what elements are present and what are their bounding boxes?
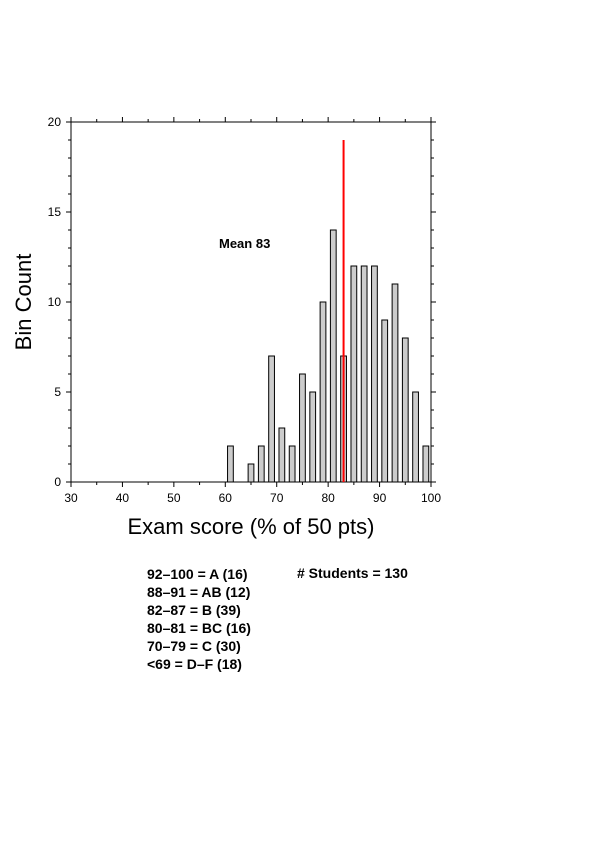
bar-71 [278,427,286,483]
x-tick-label-80: 80 [321,491,335,505]
bar-79 [319,301,327,483]
student-count: # Students = 130 [297,565,408,581]
y-tick-label-10: 10 [48,295,62,309]
bar-95 [401,337,409,483]
grade-line-df: <69 = D–F (18) [147,656,242,672]
bar-93 [391,283,399,483]
major-ticks [66,117,436,487]
bar-73 [288,445,296,483]
x-axis-title: Exam score (% of 50 pts) [128,514,375,539]
y-tick-label-15: 15 [48,205,62,219]
bar-91 [381,319,389,483]
bars [227,229,430,483]
bar-97 [412,391,419,483]
grade-line-ab: 88–91 = AB (12) [147,584,251,600]
grade-line-c: 70–79 = C (30) [147,638,241,654]
grade-line-b: 82–87 = B (39) [147,602,241,618]
grade-line-a: 92–100 = A (16) [147,566,248,582]
bar-89 [371,265,378,483]
x-tick-label-60: 60 [219,491,233,505]
x-tick-label-40: 40 [116,491,130,505]
x-tick-label-100: 100 [421,491,441,505]
y-tick-label-0: 0 [54,475,61,489]
y-tick-label-5: 5 [54,385,61,399]
x-tick-labels: 30 40 50 60 70 80 90 100 [64,491,441,505]
bar-99 [422,445,430,483]
y-axis-title: Bin Count [11,254,36,351]
x-tick-label-90: 90 [373,491,387,505]
bar-67 [257,445,265,483]
grade-line-bc: 80–81 = BC (16) [147,620,251,636]
bar-69 [268,355,275,483]
y-tick-label-20: 20 [48,115,62,129]
minor-ticks [68,119,434,485]
grade-breakdown: 92–100 = A (16) 88–91 = AB (12) 82–87 = … [147,565,251,673]
x-tick-label-50: 50 [167,491,181,505]
x-tick-label-70: 70 [270,491,284,505]
bar-85 [350,265,358,483]
x-tick-label-30: 30 [64,491,78,505]
mean-label: Mean 83 [219,236,270,251]
y-tick-labels: 0 5 10 15 20 [48,115,62,489]
bar-87 [360,265,368,483]
bar-75 [299,373,306,483]
bar-65 [247,463,255,483]
bar-61 [227,445,234,483]
bar-81 [329,229,337,483]
bar-77 [309,391,317,483]
